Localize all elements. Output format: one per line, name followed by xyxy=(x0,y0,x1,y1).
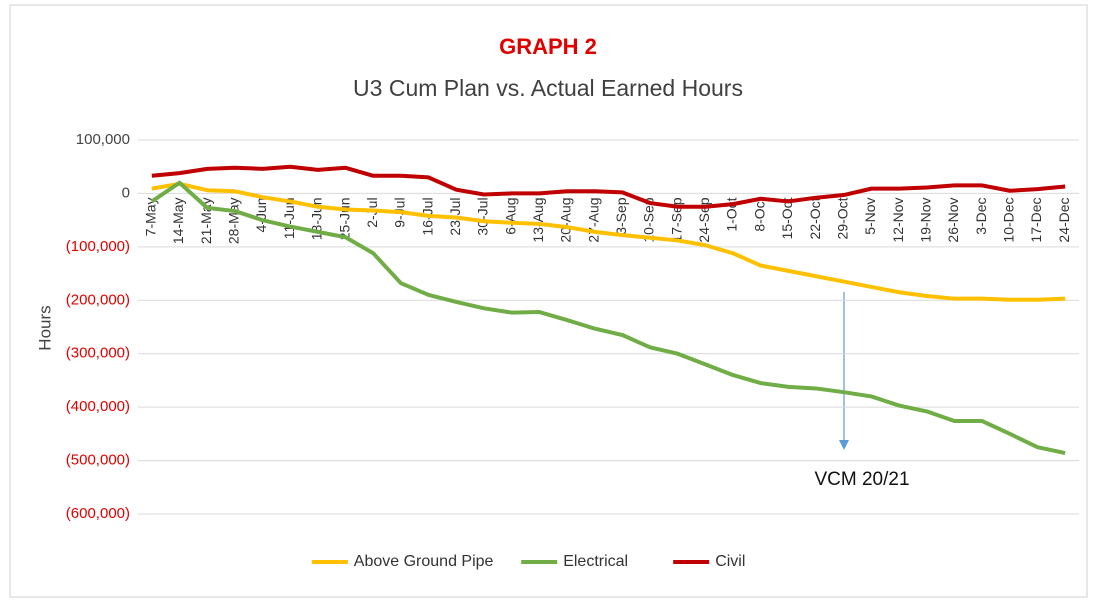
x-tick-label: 3-Sep xyxy=(613,197,629,235)
chart-title: GRAPH 2 xyxy=(499,34,597,59)
y-tick-label: (100,000) xyxy=(66,238,130,255)
y-tick-label: (200,000) xyxy=(66,291,130,308)
y-tick-label: (400,000) xyxy=(66,398,130,415)
x-tick-label: 14-May xyxy=(170,197,186,244)
x-tick-label: 12-Nov xyxy=(890,197,906,242)
x-tick-label: 10-Sep xyxy=(641,197,657,242)
chart-subtitle: U3 Cum Plan vs. Actual Earned Hours xyxy=(353,75,743,101)
x-tick-label: 10-Dec xyxy=(1001,197,1017,242)
x-tick-label: 7-May xyxy=(143,197,159,236)
x-tick-label: 28-May xyxy=(226,197,242,244)
annotation: VCM 20/21 xyxy=(814,469,909,490)
chart-frame xyxy=(9,4,1088,598)
x-tick-label: 24-Sep xyxy=(696,197,712,242)
x-tick-label: 30-Jul xyxy=(475,197,491,235)
x-tick-label: 4-Jun xyxy=(253,197,269,232)
annotation-arrowhead xyxy=(839,440,849,450)
legend-label: Electrical xyxy=(563,553,628,570)
x-tick-label: 29-Oct xyxy=(834,197,850,239)
series-line xyxy=(151,164,1066,209)
x-tick-label: 17-Dec xyxy=(1028,197,1044,242)
x-tick-label: 8-Oct xyxy=(751,197,767,231)
legend-label: Civil xyxy=(715,553,745,570)
series-line xyxy=(150,180,1066,456)
y-tick-label: (300,000) xyxy=(66,345,130,362)
x-tick-label: 3-Dec xyxy=(973,197,989,234)
x-tick-label: 2-Jul xyxy=(364,197,380,227)
x-tick-label: 24-Dec xyxy=(1056,197,1072,242)
legend-label: Above Ground Pipe xyxy=(354,553,494,570)
x-tick-label: 26-Nov xyxy=(945,197,961,242)
x-tick-label: 15-Oct xyxy=(779,197,795,239)
x-tick-label: 20-Aug xyxy=(558,197,574,242)
x-tick-label: 22-Oct xyxy=(807,197,823,239)
y-tick-label: 0 xyxy=(122,184,130,201)
y-axis-label: Hours xyxy=(35,305,54,350)
x-tick-label: 25-Jun xyxy=(336,197,352,240)
x-tick-label: 27-Aug xyxy=(585,197,601,242)
y-tick-label: 100,000 xyxy=(76,131,130,148)
x-tick-label: 13-Aug xyxy=(530,197,546,242)
y-tick-label: (500,000) xyxy=(66,452,130,469)
x-tick-label: 19-Nov xyxy=(917,197,933,242)
x-tick-label: 5-Nov xyxy=(862,197,878,234)
series-line xyxy=(151,181,1066,302)
x-tick-label: 6-Aug xyxy=(502,197,518,234)
y-tick-label: (600,000) xyxy=(66,505,130,522)
